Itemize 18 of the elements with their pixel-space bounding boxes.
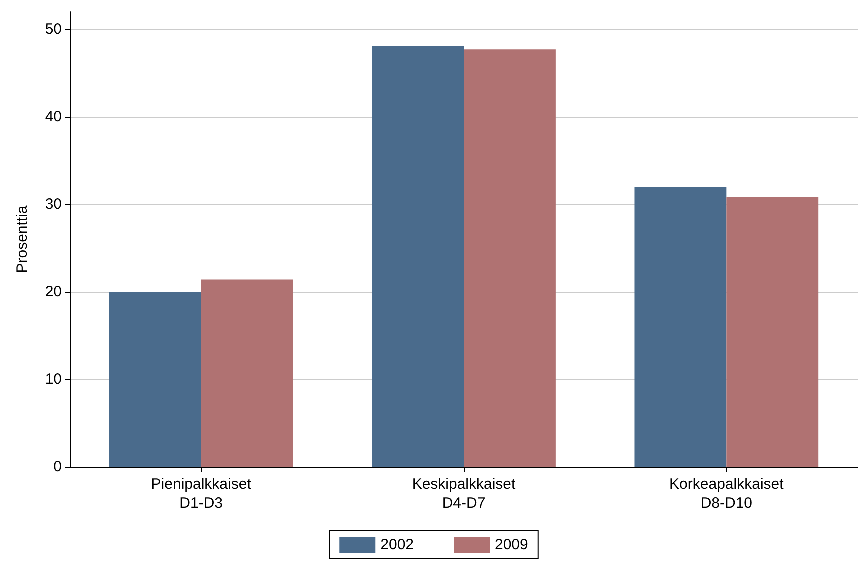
bar xyxy=(109,292,202,467)
x-tick-label: Keskipalkkaiset D4-D7 xyxy=(412,476,517,512)
legend-label: 2009 xyxy=(495,536,528,554)
legend-label: 2002 xyxy=(380,536,414,554)
bar xyxy=(201,280,294,467)
bar xyxy=(726,198,819,467)
bar xyxy=(634,187,727,467)
y-tick-label: 50 xyxy=(45,21,62,38)
bar xyxy=(372,46,464,467)
x-tick-label: Pienipalkkaiset D1-D3 xyxy=(151,476,252,512)
y-axis-title: Prosenttia xyxy=(14,205,31,274)
y-tick-label: 30 xyxy=(45,196,62,213)
x-tick-label: Korkeapalkkaiset D8-D10 xyxy=(670,476,785,512)
bar xyxy=(464,50,556,467)
y-tick-label: 20 xyxy=(45,284,62,300)
y-tick-label: 40 xyxy=(45,108,62,126)
y-tick-label: 0 xyxy=(54,458,62,476)
y-tick-label: 10 xyxy=(45,371,62,388)
